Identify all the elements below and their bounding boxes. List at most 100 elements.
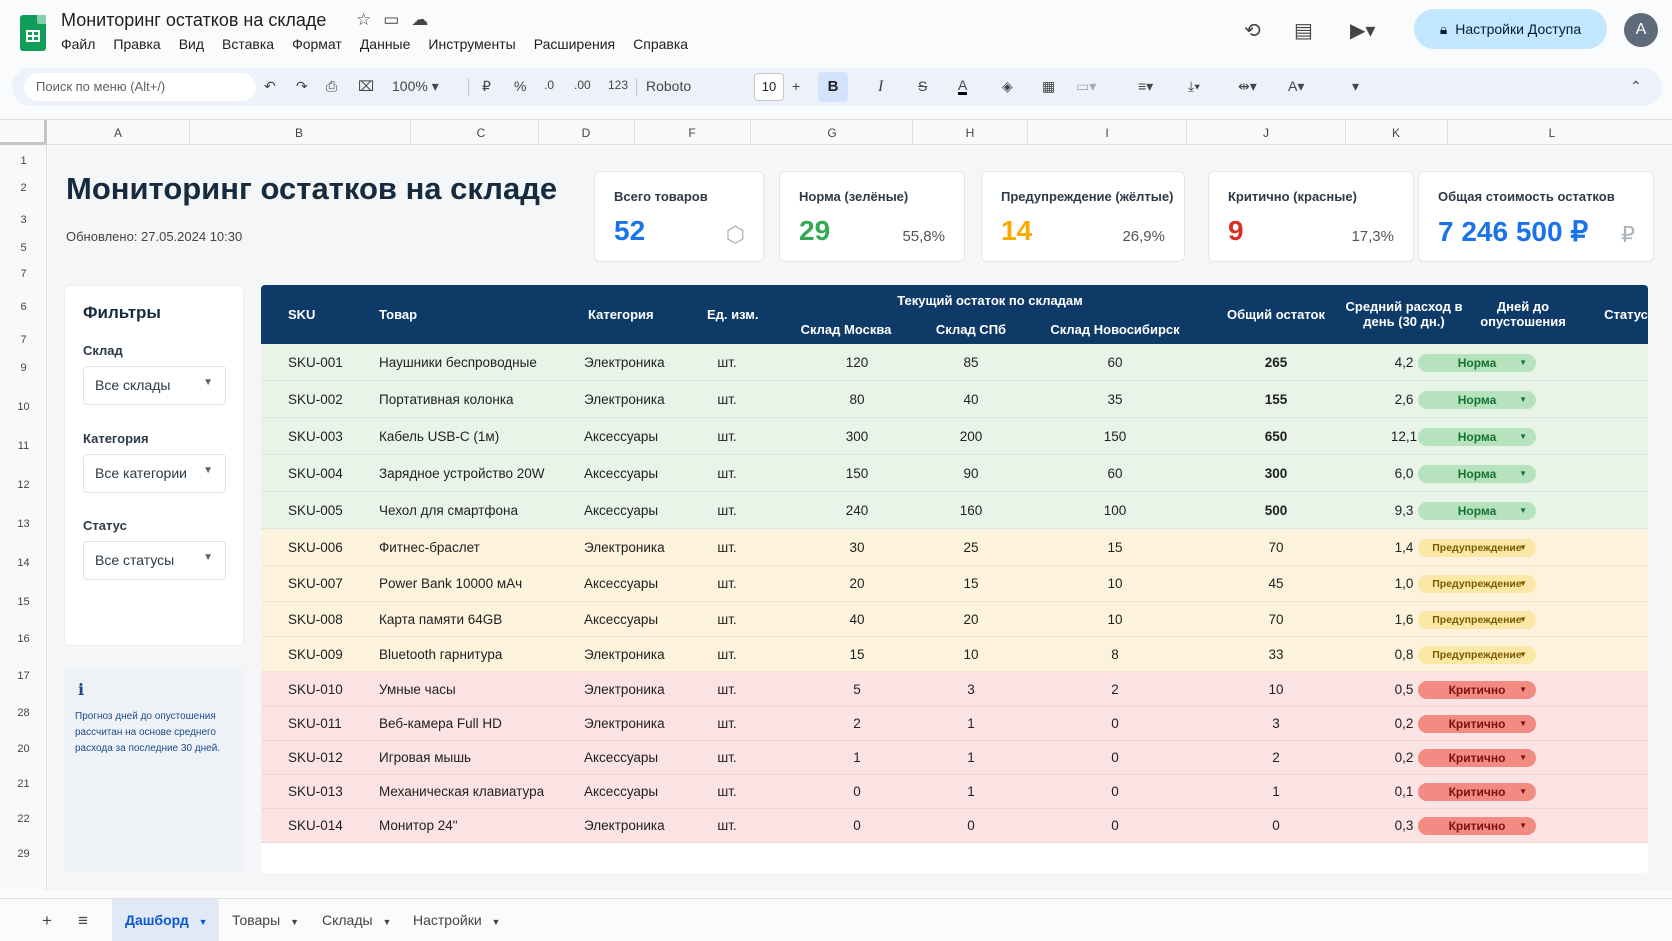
avatar[interactable]: A (1624, 13, 1658, 47)
column-header-k[interactable]: K (1391, 126, 1401, 140)
filter-category-select[interactable]: Все категории ▼ (83, 454, 226, 493)
status-badge[interactable]: Предупреждение ▼ (1418, 645, 1536, 664)
column-header-l[interactable]: L (1548, 126, 1556, 140)
tab-products[interactable]: Товары ▼ (232, 912, 299, 928)
status-badge[interactable]: Критично ▼ (1418, 783, 1536, 801)
column-header-j[interactable]: J (1263, 126, 1269, 140)
column-header-g[interactable]: G (827, 126, 837, 140)
row-header[interactable]: 16 (17, 633, 30, 645)
menu-file[interactable]: Файл (61, 36, 96, 52)
tab-menu-chevron-down-icon[interactable]: ▼ (198, 917, 208, 927)
print-icon[interactable]: ⎙ (326, 78, 338, 94)
row-header[interactable]: 14 (17, 557, 30, 569)
select-all-corner[interactable] (0, 120, 47, 145)
paint-format-icon[interactable]: ⌧ (358, 78, 375, 94)
font-select[interactable]: Roboto ▾ (646, 78, 766, 94)
tab-menu-chevron-down-icon[interactable]: ▼ (290, 917, 299, 927)
collapse-toolbar-chevron-up-icon[interactable]: ⌃ (1630, 78, 1642, 94)
meet-icon[interactable]: ▶▾ (1350, 20, 1376, 42)
status-badge[interactable]: Критично ▼ (1418, 680, 1536, 699)
cloud-status-icon[interactable]: ☁ (411, 10, 429, 29)
italic-button[interactable]: I (878, 78, 884, 95)
row-header[interactable]: 6 (20, 301, 27, 313)
column-header-a[interactable]: A (113, 126, 123, 140)
tab-settings[interactable]: Настройки ▼ (413, 912, 501, 928)
status-badge[interactable]: Критично ▼ (1418, 817, 1536, 835)
row-header[interactable]: 1 (20, 155, 27, 167)
row-header[interactable]: 10 (17, 401, 30, 413)
font-size-input[interactable]: 10 (754, 73, 784, 101)
table-row[interactable]: SKU-013 Механическая клавиатура Аксессуары… (261, 775, 1648, 809)
tab-warehouses[interactable]: Склады ▼ (322, 912, 392, 928)
strikethrough-button[interactable]: S (918, 78, 928, 94)
text-wrap-icon[interactable]: ⇹▾ (1238, 78, 1257, 94)
status-badge[interactable]: Критично ▼ (1418, 749, 1536, 767)
row-header[interactable]: 11 (17, 440, 30, 452)
table-row[interactable]: SKU-005 Чехол для смартфона Аксессуары шт. 2… (261, 492, 1648, 529)
table-row[interactable]: SKU-008 Карта памяти 64GB Аксессуары шт. 40 2… (261, 602, 1648, 637)
more-options-chevron-down-icon[interactable]: ▾ (1352, 78, 1360, 94)
row-header[interactable]: 2 (20, 182, 27, 194)
table-row[interactable]: SKU-004 Зарядное устройство 20W Аксессуары… (261, 455, 1648, 492)
status-badge[interactable]: Предупреждение ▼ (1418, 538, 1536, 557)
menu-view[interactable]: Вид (178, 36, 205, 52)
column-header-b[interactable]: B (294, 126, 304, 140)
add-sheet-icon[interactable]: + (42, 911, 52, 930)
row-header[interactable]: 20 (17, 743, 30, 755)
table-row[interactable]: SKU-011 Веб-камера Full HD Электроника шт. 2… (261, 707, 1648, 741)
row-header[interactable]: 15 (17, 596, 30, 608)
row-header[interactable]: 28 (17, 707, 30, 719)
redo-icon[interactable]: ↷ (296, 78, 308, 94)
status-badge[interactable]: Норма ▼ (1418, 390, 1536, 409)
menu-tools[interactable]: Инструменты (428, 36, 516, 52)
move-folder-icon[interactable]: ▭ (383, 10, 400, 29)
zoom-select[interactable]: 100% ▾ (392, 78, 439, 94)
row-header[interactable]: 22 (17, 813, 30, 825)
menu-search-input[interactable]: Поиск по меню (Alt+/) (24, 73, 256, 101)
status-badge[interactable]: Предупреждение ▼ (1418, 610, 1536, 629)
text-color-button[interactable]: A (958, 77, 968, 95)
row-header[interactable]: 13 (17, 518, 30, 530)
table-row[interactable]: SKU-007 Power Bank 10000 мАч Аксессуары шт.… (261, 566, 1648, 602)
menu-help[interactable]: Справка (633, 36, 689, 52)
align-horizontal-icon[interactable]: ≡▾ (1138, 78, 1154, 94)
row-header[interactable]: 21 (17, 778, 30, 790)
column-header-h[interactable]: H (965, 126, 975, 140)
align-vertical-icon[interactable]: ⤓▾ (1188, 78, 1201, 94)
star-icon[interactable]: ☆ (356, 10, 372, 29)
column-header-d[interactable]: D (581, 126, 591, 140)
menu-extensions[interactable]: Расширения (533, 36, 616, 52)
increase-font-icon[interactable]: + (792, 78, 801, 94)
status-badge[interactable]: Норма ▼ (1418, 501, 1536, 520)
menu-insert[interactable]: Вставка (222, 36, 275, 52)
row-header[interactable]: 7 (20, 334, 27, 346)
filter-status-select[interactable]: Все статусы ▼ (83, 541, 226, 580)
row-header[interactable]: 12 (17, 479, 30, 491)
text-rotation-icon[interactable]: A▾ (1288, 78, 1305, 94)
column-header-i[interactable]: I (1105, 126, 1109, 140)
row-header[interactable]: 5 (20, 242, 27, 254)
column-header-c[interactable]: C (476, 126, 486, 140)
merge-cells-icon[interactable]: ▭▾ (1076, 78, 1097, 94)
status-badge[interactable]: Предупреждение ▼ (1418, 575, 1536, 593)
number-format-button[interactable]: 123 (608, 78, 629, 92)
percent-format-button[interactable]: % (514, 78, 527, 94)
share-button[interactable]: 🔒︎ Настройки Доступа (1414, 9, 1607, 49)
tab-menu-chevron-down-icon[interactable]: ▼ (382, 917, 392, 927)
menu-format[interactable]: Формат (292, 36, 342, 52)
history-icon[interactable]: ⟲ (1244, 20, 1261, 42)
increase-decimal-button[interactable]: .00 (574, 78, 591, 92)
row-header[interactable]: 7 (20, 268, 27, 280)
filter-warehouse-select[interactable]: Все склады ▼ (83, 366, 226, 405)
table-row[interactable]: SKU-001 Наушники беспроводные Электроника ш… (261, 344, 1648, 381)
table-row[interactable]: SKU-002 Портативная колонка Электроника шт.… (261, 381, 1648, 418)
status-badge[interactable]: Норма ▼ (1418, 464, 1536, 483)
document-title[interactable]: Мониторинг остатков на складе (61, 10, 327, 30)
status-badge[interactable]: Критично ▼ (1418, 715, 1536, 733)
table-row[interactable]: SKU-003 Кабель USB-C (1м) Аксессуары шт. 300… (261, 418, 1648, 455)
menu-data[interactable]: Данные (359, 36, 411, 52)
table-row[interactable]: SKU-006 Фитнес-браслет Электроника шт. 30 25 1… (261, 529, 1648, 566)
sheets-logo-icon[interactable] (20, 15, 46, 51)
